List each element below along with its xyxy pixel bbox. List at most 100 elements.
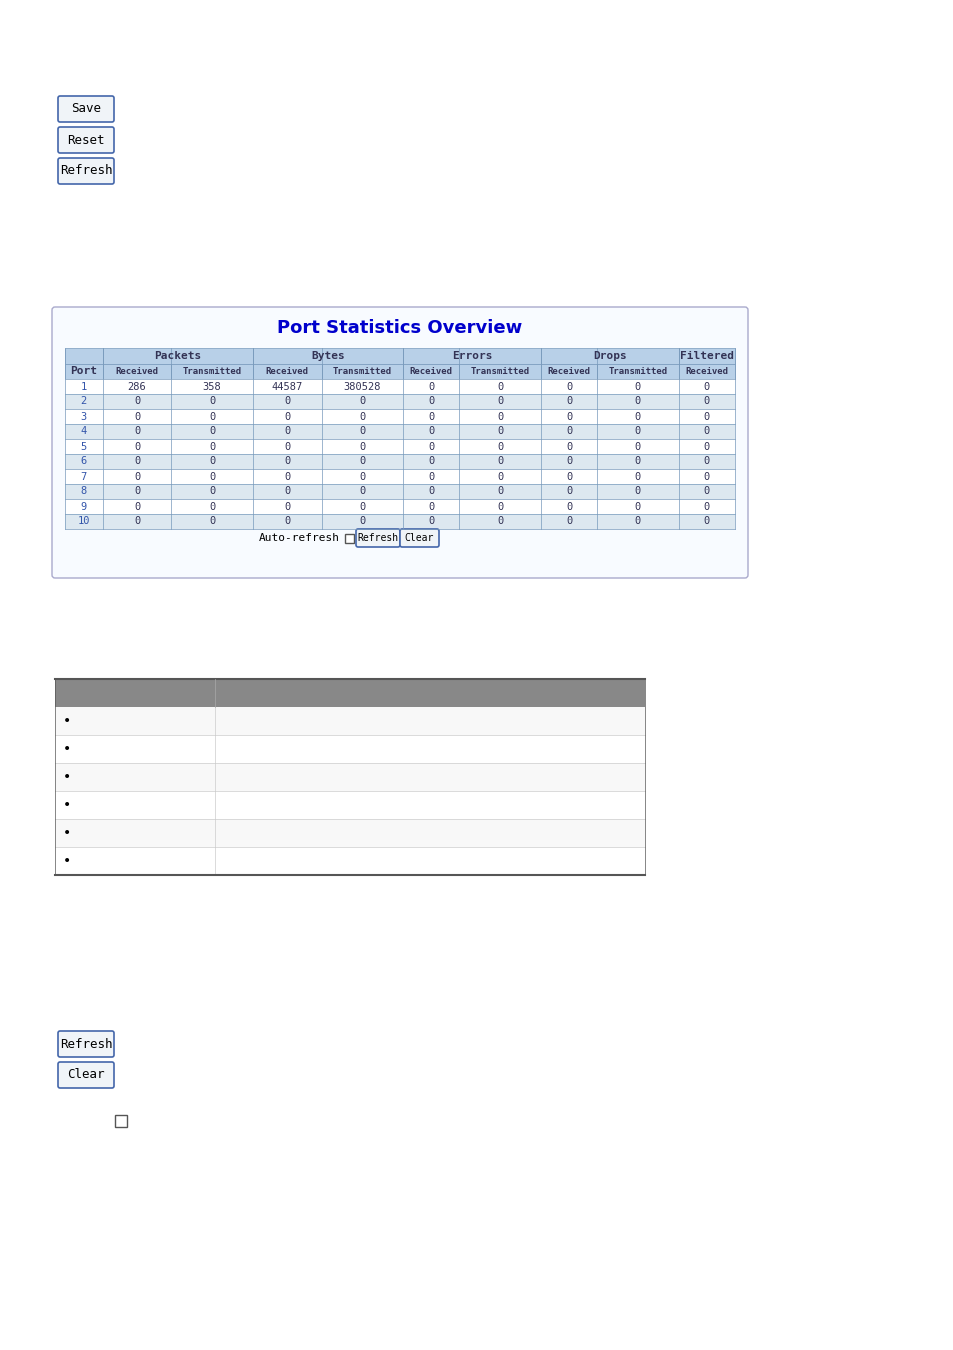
Text: •: • — [63, 769, 71, 784]
FancyBboxPatch shape — [65, 468, 734, 485]
Text: •: • — [63, 743, 71, 756]
Text: 0: 0 — [497, 441, 503, 451]
Text: 0: 0 — [284, 456, 290, 467]
Text: 0: 0 — [565, 382, 572, 391]
Text: 0: 0 — [497, 471, 503, 482]
Text: Received: Received — [115, 367, 158, 377]
FancyBboxPatch shape — [55, 763, 644, 791]
Text: 7: 7 — [81, 471, 87, 482]
FancyBboxPatch shape — [55, 707, 644, 734]
FancyBboxPatch shape — [399, 529, 438, 547]
Text: 44587: 44587 — [272, 382, 303, 391]
Text: 0: 0 — [428, 486, 434, 497]
Text: 0: 0 — [497, 382, 503, 391]
FancyBboxPatch shape — [172, 364, 253, 379]
Text: Received: Received — [410, 367, 453, 377]
Text: 0: 0 — [428, 471, 434, 482]
Text: •: • — [63, 826, 71, 840]
FancyBboxPatch shape — [65, 379, 734, 394]
Text: Errors: Errors — [452, 351, 492, 360]
Text: 0: 0 — [703, 501, 709, 512]
Text: 10: 10 — [77, 517, 90, 526]
Text: Bytes: Bytes — [311, 351, 344, 360]
Text: 0: 0 — [634, 501, 640, 512]
Text: 3: 3 — [81, 412, 87, 421]
Text: 0: 0 — [497, 397, 503, 406]
Text: 0: 0 — [565, 456, 572, 467]
Text: 0: 0 — [428, 427, 434, 436]
FancyBboxPatch shape — [65, 454, 734, 468]
Text: 0: 0 — [428, 501, 434, 512]
FancyBboxPatch shape — [355, 529, 399, 547]
Text: 380528: 380528 — [343, 382, 381, 391]
Text: Transmitted: Transmitted — [608, 367, 667, 377]
Text: Refresh: Refresh — [60, 165, 112, 177]
Text: Refresh: Refresh — [60, 1038, 112, 1050]
FancyBboxPatch shape — [58, 127, 113, 153]
Text: 0: 0 — [209, 501, 215, 512]
Text: 1: 1 — [81, 382, 87, 391]
Text: 0: 0 — [284, 441, 290, 451]
Text: 0: 0 — [634, 397, 640, 406]
Text: 0: 0 — [359, 397, 365, 406]
Text: 0: 0 — [284, 412, 290, 421]
Text: 0: 0 — [359, 456, 365, 467]
Text: 0: 0 — [703, 471, 709, 482]
Text: 0: 0 — [703, 441, 709, 451]
Bar — [115, 1115, 127, 1127]
Text: 0: 0 — [497, 486, 503, 497]
Text: Packets: Packets — [154, 351, 201, 360]
Text: 0: 0 — [634, 471, 640, 482]
Text: 0: 0 — [634, 517, 640, 526]
Text: 0: 0 — [634, 382, 640, 391]
Text: 0: 0 — [565, 397, 572, 406]
FancyBboxPatch shape — [65, 514, 734, 529]
Text: 9: 9 — [81, 501, 87, 512]
FancyBboxPatch shape — [103, 364, 172, 379]
Text: 0: 0 — [209, 427, 215, 436]
Text: 0: 0 — [703, 427, 709, 436]
Text: 0: 0 — [133, 456, 140, 467]
Text: 286: 286 — [128, 382, 146, 391]
FancyBboxPatch shape — [403, 348, 540, 364]
Text: 0: 0 — [565, 486, 572, 497]
FancyBboxPatch shape — [65, 500, 734, 514]
FancyBboxPatch shape — [58, 96, 113, 122]
Text: 0: 0 — [428, 441, 434, 451]
Text: 0: 0 — [209, 471, 215, 482]
Text: 5: 5 — [81, 441, 87, 451]
FancyBboxPatch shape — [55, 846, 644, 875]
FancyBboxPatch shape — [253, 364, 321, 379]
Text: 0: 0 — [565, 412, 572, 421]
FancyBboxPatch shape — [52, 306, 747, 578]
Text: Port Statistics Overview: Port Statistics Overview — [277, 319, 522, 338]
Text: 0: 0 — [703, 412, 709, 421]
Text: 0: 0 — [565, 471, 572, 482]
Text: Filtered: Filtered — [679, 351, 733, 360]
FancyBboxPatch shape — [58, 158, 113, 184]
Text: 0: 0 — [359, 517, 365, 526]
Text: 0: 0 — [565, 517, 572, 526]
Text: 0: 0 — [284, 517, 290, 526]
Text: •: • — [63, 855, 71, 868]
Text: 0: 0 — [565, 441, 572, 451]
Text: Transmitted: Transmitted — [182, 367, 241, 377]
Text: 358: 358 — [203, 382, 221, 391]
FancyBboxPatch shape — [403, 364, 459, 379]
Text: Received: Received — [684, 367, 727, 377]
Text: 0: 0 — [703, 486, 709, 497]
Bar — [345, 535, 354, 543]
Text: 0: 0 — [359, 501, 365, 512]
Text: 0: 0 — [703, 517, 709, 526]
FancyBboxPatch shape — [55, 679, 644, 707]
Text: 0: 0 — [133, 412, 140, 421]
FancyBboxPatch shape — [65, 424, 734, 439]
FancyBboxPatch shape — [103, 348, 253, 364]
Text: 0: 0 — [284, 397, 290, 406]
Text: 0: 0 — [359, 441, 365, 451]
Text: Transmitted: Transmitted — [333, 367, 392, 377]
Text: Reset: Reset — [67, 134, 105, 147]
Text: 0: 0 — [497, 501, 503, 512]
Text: 0: 0 — [634, 427, 640, 436]
Text: 0: 0 — [497, 427, 503, 436]
